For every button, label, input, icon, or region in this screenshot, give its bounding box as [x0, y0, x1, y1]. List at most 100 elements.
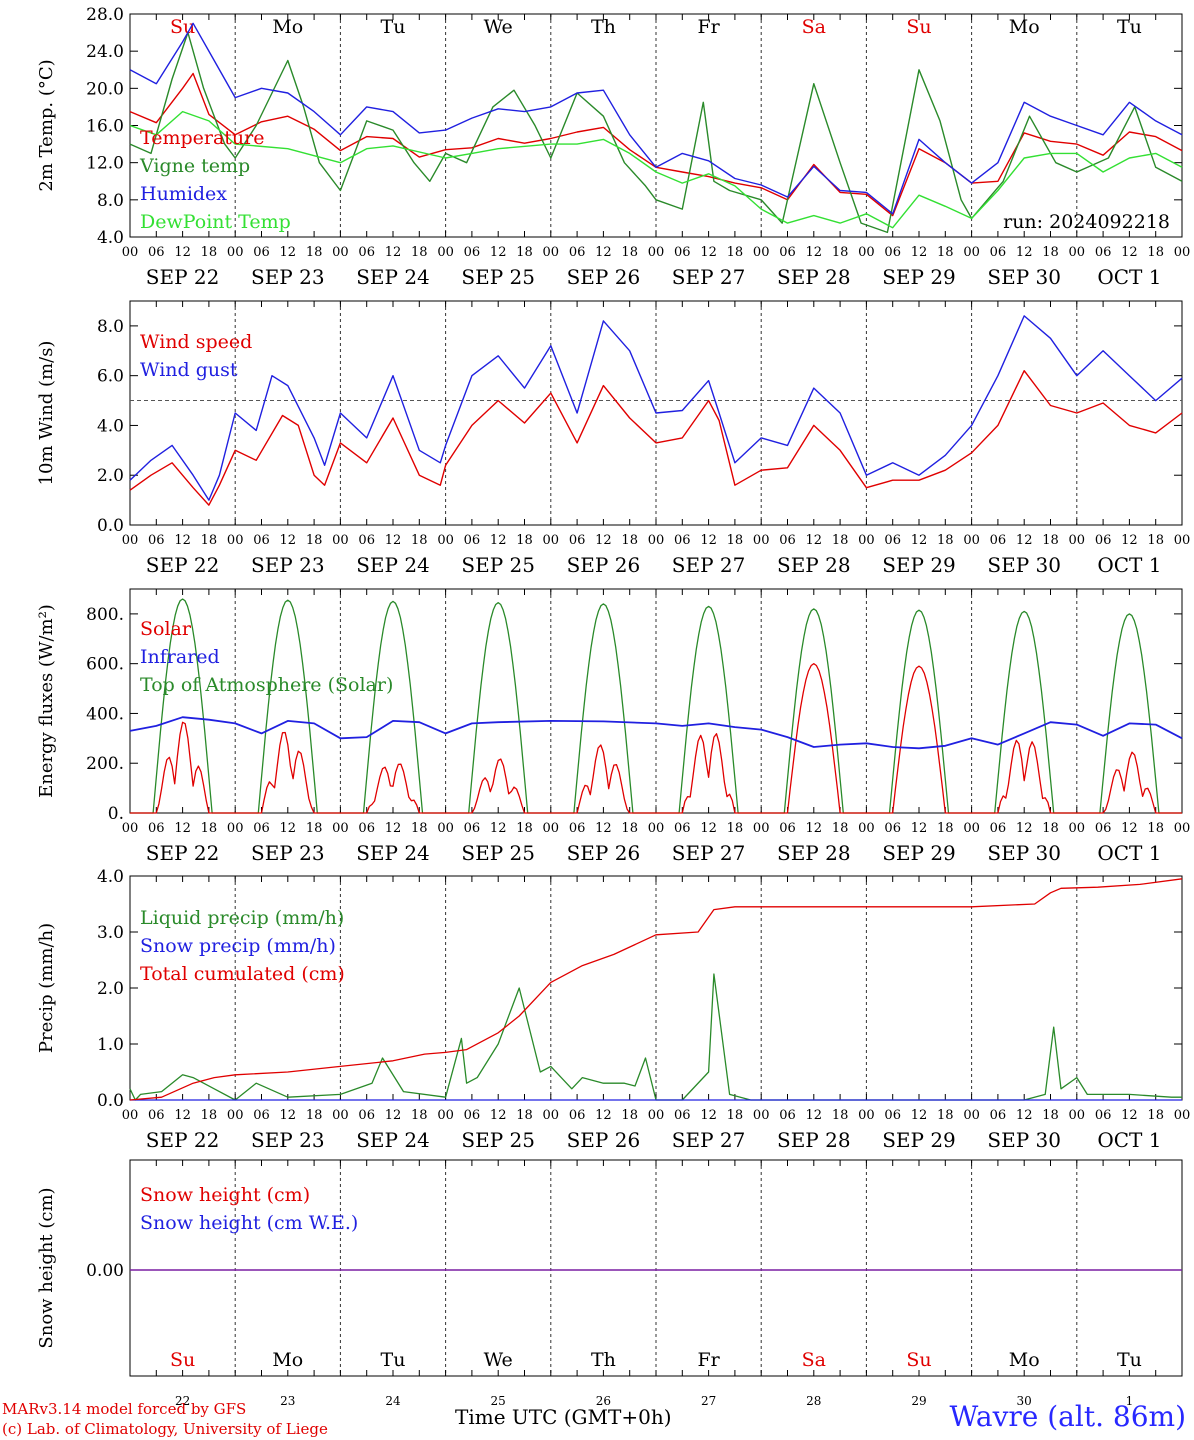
- hour-tick-label: 00: [858, 245, 875, 260]
- series-humidex: [129, 22, 1183, 215]
- day-number-label: 27: [701, 1394, 716, 1408]
- hour-tick-label: 00: [543, 1108, 560, 1123]
- hour-tick-label: 12: [806, 245, 823, 260]
- run-label: run: 2024092218: [1003, 211, 1170, 233]
- hour-tick-label: 00: [437, 821, 454, 836]
- hour-tick-label: 12: [385, 245, 402, 260]
- date-label: SEP 30: [987, 553, 1061, 577]
- hour-tick-label: 18: [516, 1108, 533, 1123]
- hour-tick-label: 18: [1147, 1108, 1164, 1123]
- hour-tick-label: 18: [937, 821, 954, 836]
- hour-tick-label: 00: [227, 245, 244, 260]
- hour-tick-label: 06: [253, 533, 270, 548]
- hour-tick-label: 06: [779, 533, 796, 548]
- hour-tick-label: 18: [411, 533, 428, 548]
- hour-tick-label: 00: [858, 1108, 875, 1123]
- hour-tick-label: 18: [832, 533, 849, 548]
- y-tick-label: 3.0: [97, 923, 124, 943]
- date-label: SEP 28: [777, 265, 851, 289]
- hour-tick-label: 12: [280, 1108, 297, 1123]
- hour-tick-label: 18: [306, 245, 323, 260]
- legend-snow-precip-mm-h-: Snow precip (mm/h): [140, 935, 336, 957]
- day-number-label: 1: [1126, 1394, 1134, 1408]
- weekday-label: Th: [591, 1349, 616, 1371]
- hour-tick-label: 00: [648, 821, 665, 836]
- date-label: SEP 23: [251, 841, 325, 865]
- legend-wind-speed: Wind speed: [140, 331, 252, 353]
- date-label: SEP 28: [777, 841, 851, 865]
- hour-tick-label: 00: [753, 245, 770, 260]
- station-label: Wavre (alt. 86m): [949, 1400, 1186, 1433]
- hour-tick-label: 18: [621, 533, 638, 548]
- hour-tick-label: 18: [937, 533, 954, 548]
- weekday-label: Fr: [697, 1349, 720, 1371]
- date-label: SEP 23: [251, 265, 325, 289]
- hour-tick-label: 18: [1042, 245, 1059, 260]
- hour-tick-label: 18: [727, 821, 744, 836]
- hour-tick-label: 00: [122, 821, 139, 836]
- hour-tick-label: 00: [648, 533, 665, 548]
- hour-tick-label: 12: [806, 1108, 823, 1123]
- series-dewpoint-temp: [129, 110, 1183, 229]
- legend-total-cumulated-cm-: Total cumulated (cm): [140, 963, 345, 985]
- series-temperature: [129, 72, 1183, 217]
- hour-tick-label: 00: [332, 1108, 349, 1123]
- weekday-label: Th: [591, 16, 616, 38]
- hour-tick-label: 00: [963, 821, 980, 836]
- hour-tick-label: 12: [174, 245, 191, 260]
- y-tick-label: 4.0: [97, 228, 124, 248]
- hour-tick-label: 06: [990, 245, 1007, 260]
- day-number-label: 24: [385, 1394, 401, 1408]
- hour-tick-label: 12: [806, 821, 823, 836]
- hour-tick-label: 00: [437, 1108, 454, 1123]
- y-tick-label: 12.0: [86, 154, 124, 174]
- hour-tick-label: 18: [621, 245, 638, 260]
- hour-tick-label: 06: [569, 821, 586, 836]
- hour-tick-label: 18: [1042, 1108, 1059, 1123]
- panel-frame-0: [129, 13, 1183, 238]
- y-tick-label: 24.0: [86, 42, 124, 62]
- hour-tick-label: 06: [358, 245, 375, 260]
- y-tick-label: 20.0: [86, 79, 124, 99]
- y-tick-label: 0.00: [86, 1261, 124, 1281]
- y-tick-label: 4.0: [97, 867, 124, 887]
- day-number-label: 23: [280, 1394, 295, 1408]
- hour-tick-label: 12: [490, 245, 507, 260]
- hour-tick-label: 18: [306, 821, 323, 836]
- hour-tick-label: 18: [411, 821, 428, 836]
- hour-tick-label: 00: [1069, 1108, 1086, 1123]
- hour-tick-label: 18: [1147, 245, 1164, 260]
- hour-tick-label: 06: [464, 1108, 481, 1123]
- weekday-label: Tu: [381, 16, 406, 38]
- date-label: SEP 29: [882, 265, 956, 289]
- date-label: OCT 1: [1097, 1128, 1161, 1152]
- date-label: SEP 24: [356, 1128, 430, 1152]
- weekday-label: Mo: [1009, 16, 1040, 38]
- y-tick-label: 0.0: [97, 516, 124, 536]
- date-label: SEP 29: [882, 553, 956, 577]
- hour-tick-label: 06: [358, 1108, 375, 1123]
- date-label: SEP 29: [882, 1128, 956, 1152]
- hour-tick-label: 12: [1016, 245, 1033, 260]
- y-tick-label: 28.0: [86, 5, 124, 25]
- legend-snow-height-cm-: Snow height (cm): [140, 1184, 310, 1206]
- date-label: SEP 23: [251, 553, 325, 577]
- date-label: SEP 27: [672, 1128, 746, 1152]
- hour-tick-label: 12: [1121, 533, 1138, 548]
- hour-tick-label: 06: [1095, 1108, 1112, 1123]
- y-tick-label: 4.0: [97, 416, 124, 436]
- hour-tick-label: 12: [1121, 1108, 1138, 1123]
- weekday-label: Mo: [272, 16, 303, 38]
- hour-tick-label: 06: [884, 821, 901, 836]
- hour-tick-label: 00: [753, 533, 770, 548]
- hour-tick-label: 06: [674, 533, 691, 548]
- hour-tick-label: 06: [148, 245, 165, 260]
- hour-tick-label: 12: [280, 245, 297, 260]
- hour-tick-label: 06: [884, 1108, 901, 1123]
- legend-humidex: Humidex: [140, 183, 227, 205]
- legend-snow-height-cm-w-e-: Snow height (cm W.E.): [140, 1212, 358, 1234]
- hour-tick-label: 18: [201, 821, 218, 836]
- day-number-label: 26: [596, 1394, 611, 1408]
- hour-tick-label: 12: [806, 533, 823, 548]
- hour-tick-label: 18: [306, 1108, 323, 1123]
